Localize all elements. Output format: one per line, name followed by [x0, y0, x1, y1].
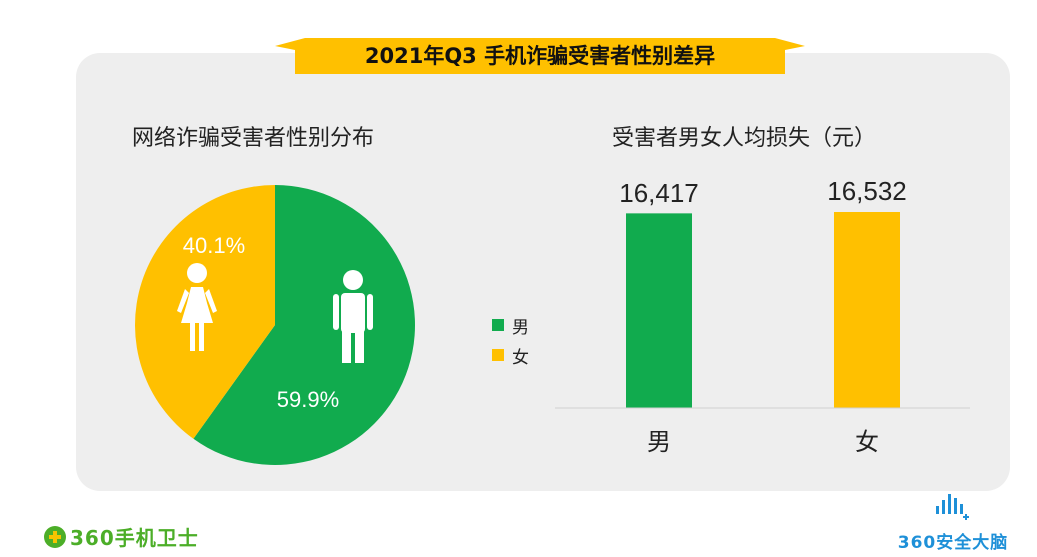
title-banner-shape [275, 38, 805, 74]
bar-female [834, 212, 900, 408]
legend-label-male: 男 [512, 317, 529, 338]
bar-chart-title: 受害者男女人均损失（元） [612, 126, 877, 151]
title-banner: 2021年Q3 手机诈骗受害者性别差异 [275, 38, 805, 74]
bar-category-male: 男 [647, 428, 671, 456]
legend-item-female: 女 [492, 340, 529, 370]
bar-male [626, 213, 692, 408]
page-title: 2021年Q3 手机诈骗受害者性别差异 [364, 44, 716, 68]
legend-swatch-female [492, 349, 504, 361]
pie-label-male: 59.9% [277, 387, 339, 412]
pie-label-female: 40.1% [183, 233, 245, 258]
pie-slice-male [193, 185, 415, 466]
bar-chart: 16,417 16,532 男 女 [555, 176, 970, 456]
male-icon [333, 270, 373, 363]
brand-logo-left: 360手机卫士 [44, 522, 199, 551]
pie-chart-title: 网络诈骗受害者性别分布 [132, 126, 375, 151]
bar-value-female: 16,532 [827, 176, 907, 206]
shield-plus-icon [44, 525, 66, 548]
sound-wave-icon [936, 494, 969, 520]
legend-label-female: 女 [512, 347, 529, 368]
bar-category-female: 女 [855, 428, 879, 456]
legend-swatch-male [492, 319, 504, 331]
brand-logo-right: 360安全大脑 [888, 492, 1018, 553]
legend-item-male: 男 [492, 310, 529, 340]
pie-legend: 男 女 [492, 310, 529, 370]
pie-chart: 40.1% 59.9% [135, 185, 415, 466]
brand-logo-right-text: 360安全大脑 [897, 533, 1009, 553]
brand-logo-left-text: 360手机卫士 [70, 526, 199, 550]
female-icon [177, 263, 217, 351]
bar-value-male: 16,417 [619, 178, 699, 208]
